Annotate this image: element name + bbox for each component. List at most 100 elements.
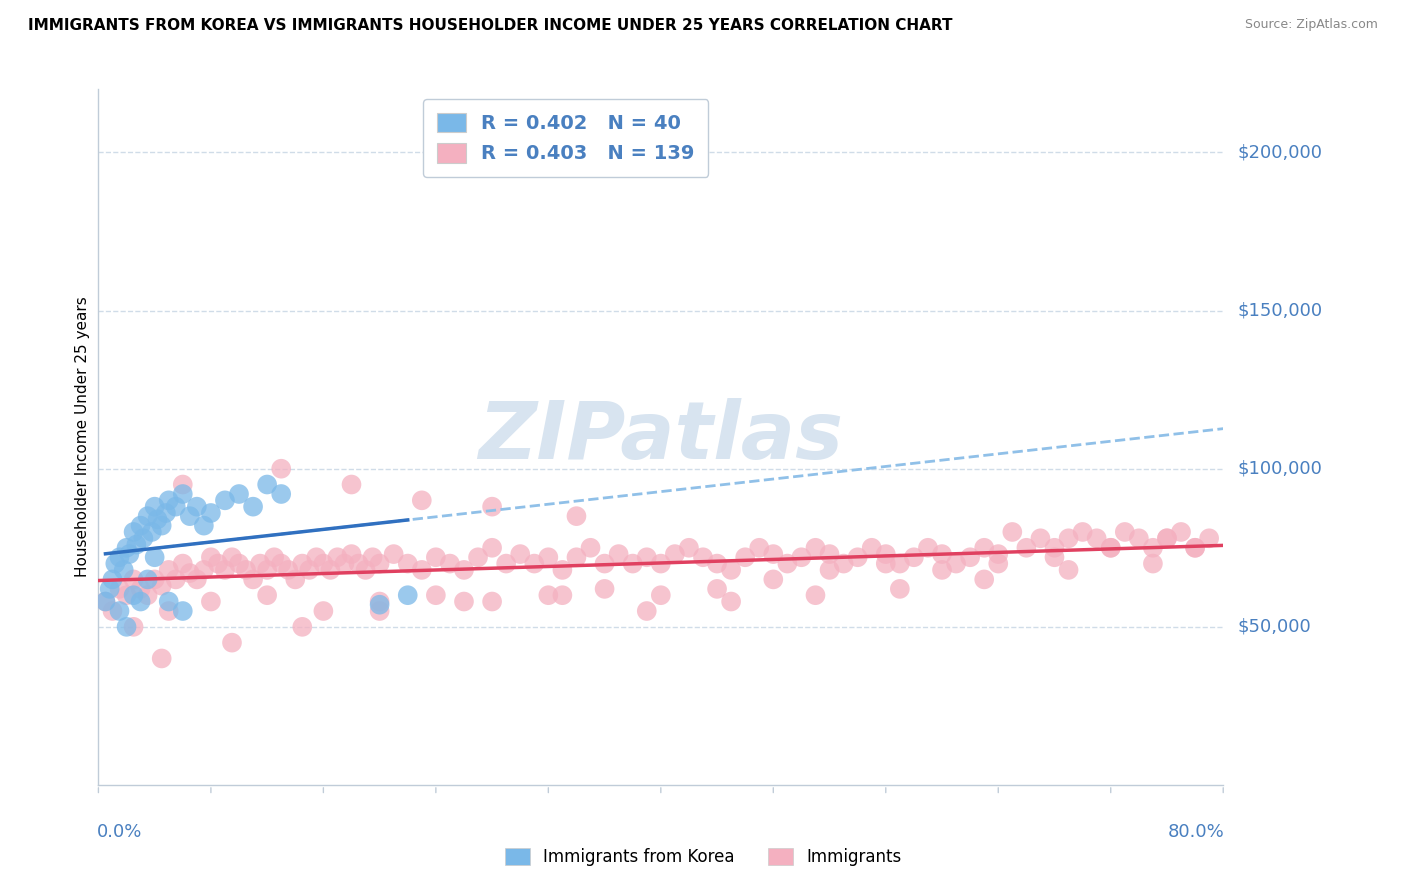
Point bbox=[256, 563, 278, 577]
Point bbox=[270, 487, 292, 501]
Point bbox=[228, 487, 250, 501]
Point bbox=[368, 557, 391, 571]
Point bbox=[565, 550, 588, 565]
Point bbox=[136, 588, 159, 602]
Point bbox=[636, 550, 658, 565]
Point bbox=[270, 461, 292, 475]
Point bbox=[143, 500, 166, 514]
Point bbox=[146, 512, 169, 526]
Point bbox=[537, 588, 560, 602]
Point bbox=[200, 594, 222, 608]
Point bbox=[565, 509, 588, 524]
Point bbox=[917, 541, 939, 555]
Point bbox=[214, 563, 236, 577]
Point bbox=[425, 550, 447, 565]
Point bbox=[579, 541, 602, 555]
Point bbox=[333, 557, 356, 571]
Point bbox=[804, 541, 827, 555]
Legend: Immigrants from Korea, Immigrants: Immigrants from Korea, Immigrants bbox=[496, 840, 910, 875]
Point bbox=[1043, 541, 1066, 555]
Point bbox=[903, 550, 925, 565]
Point bbox=[467, 550, 489, 565]
Point bbox=[987, 557, 1010, 571]
Point bbox=[1043, 550, 1066, 565]
Point bbox=[551, 563, 574, 577]
Point bbox=[1198, 531, 1220, 545]
Point bbox=[1184, 541, 1206, 555]
Point bbox=[155, 506, 177, 520]
Point bbox=[122, 620, 145, 634]
Point bbox=[172, 557, 194, 571]
Point bbox=[1001, 524, 1024, 539]
Point bbox=[340, 547, 363, 561]
Point bbox=[650, 588, 672, 602]
Point bbox=[165, 500, 187, 514]
Point bbox=[172, 477, 194, 491]
Point bbox=[263, 550, 285, 565]
Point bbox=[706, 557, 728, 571]
Point bbox=[115, 541, 138, 555]
Point bbox=[411, 563, 433, 577]
Point bbox=[361, 550, 384, 565]
Point bbox=[242, 500, 264, 514]
Point bbox=[256, 588, 278, 602]
Point bbox=[221, 635, 243, 649]
Point bbox=[94, 594, 117, 608]
Text: ZIPatlas: ZIPatlas bbox=[478, 398, 844, 476]
Legend: R = 0.402   N = 40, R = 0.403   N = 139: R = 0.402 N = 40, R = 0.403 N = 139 bbox=[423, 99, 709, 177]
Point bbox=[150, 579, 173, 593]
Point bbox=[987, 547, 1010, 561]
Point bbox=[132, 531, 155, 545]
Point bbox=[720, 563, 742, 577]
Point bbox=[692, 550, 714, 565]
Point bbox=[249, 557, 271, 571]
Point bbox=[664, 547, 686, 561]
Point bbox=[832, 557, 855, 571]
Point bbox=[101, 573, 124, 587]
Text: Source: ZipAtlas.com: Source: ZipAtlas.com bbox=[1244, 18, 1378, 31]
Point bbox=[1085, 531, 1108, 545]
Point bbox=[1156, 531, 1178, 545]
Point bbox=[242, 573, 264, 587]
Point bbox=[340, 477, 363, 491]
Point bbox=[186, 573, 208, 587]
Point bbox=[678, 541, 700, 555]
Point bbox=[1057, 531, 1080, 545]
Point bbox=[136, 573, 159, 587]
Point bbox=[720, 594, 742, 608]
Point bbox=[860, 541, 883, 555]
Point bbox=[129, 582, 152, 596]
Point bbox=[122, 524, 145, 539]
Point bbox=[396, 588, 419, 602]
Point bbox=[382, 547, 405, 561]
Point bbox=[157, 493, 180, 508]
Point bbox=[1071, 524, 1094, 539]
Point bbox=[157, 594, 180, 608]
Point bbox=[108, 550, 131, 565]
Text: 80.0%: 80.0% bbox=[1167, 823, 1225, 841]
Point bbox=[889, 582, 911, 596]
Point bbox=[98, 582, 121, 596]
Point bbox=[1142, 557, 1164, 571]
Point bbox=[495, 557, 517, 571]
Point bbox=[115, 620, 138, 634]
Point bbox=[193, 518, 215, 533]
Point bbox=[1128, 531, 1150, 545]
Point bbox=[256, 477, 278, 491]
Point bbox=[959, 550, 981, 565]
Point bbox=[368, 594, 391, 608]
Point bbox=[207, 557, 229, 571]
Text: $150,000: $150,000 bbox=[1237, 301, 1322, 319]
Point bbox=[143, 573, 166, 587]
Point bbox=[122, 588, 145, 602]
Point bbox=[875, 557, 897, 571]
Point bbox=[312, 557, 335, 571]
Point bbox=[1099, 541, 1122, 555]
Point bbox=[1184, 541, 1206, 555]
Point bbox=[157, 563, 180, 577]
Point bbox=[607, 547, 630, 561]
Point bbox=[973, 573, 995, 587]
Point bbox=[650, 557, 672, 571]
Point bbox=[186, 500, 208, 514]
Text: $50,000: $50,000 bbox=[1237, 618, 1310, 636]
